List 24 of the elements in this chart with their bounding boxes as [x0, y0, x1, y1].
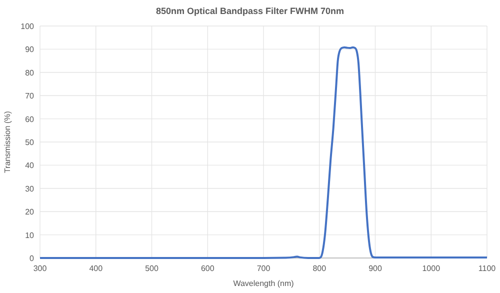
y-tick-label: 50 — [25, 138, 35, 147]
x-tick-label: 400 — [89, 264, 104, 273]
line-series — [39, 46, 488, 259]
y-tick-label: 70 — [25, 92, 35, 101]
y-tick-label: 80 — [25, 68, 35, 78]
y-tick-label: 90 — [25, 45, 35, 54]
y-axis-title: Transmission (%) — [3, 110, 12, 173]
y-tick-label: 20 — [25, 208, 35, 217]
x-tick-label: 1000 — [422, 264, 441, 273]
y-tick-label: 0 — [30, 254, 35, 263]
x-tick-label: 600 — [200, 264, 215, 273]
x-tick-label: 900 — [368, 264, 382, 273]
x-tick-label: 500 — [145, 264, 159, 273]
y-tick-label: 60 — [25, 114, 35, 124]
chart-title: 850nm Optical Bandpass Filter FWHM 70nm — [156, 6, 344, 16]
x-tick-label: 700 — [256, 264, 271, 273]
x-tick-label: 1100 — [478, 264, 496, 273]
x-axis-title: Wavelength (nm) — [233, 279, 294, 288]
x-tick-label: 300 — [33, 264, 48, 273]
x-tick-label: 800 — [312, 264, 327, 273]
y-tick-label: 10 — [25, 230, 35, 240]
y-tick-label: 30 — [25, 184, 35, 194]
y-tick-label: 100 — [20, 22, 35, 31]
y-tick-label: 40 — [25, 161, 35, 170]
